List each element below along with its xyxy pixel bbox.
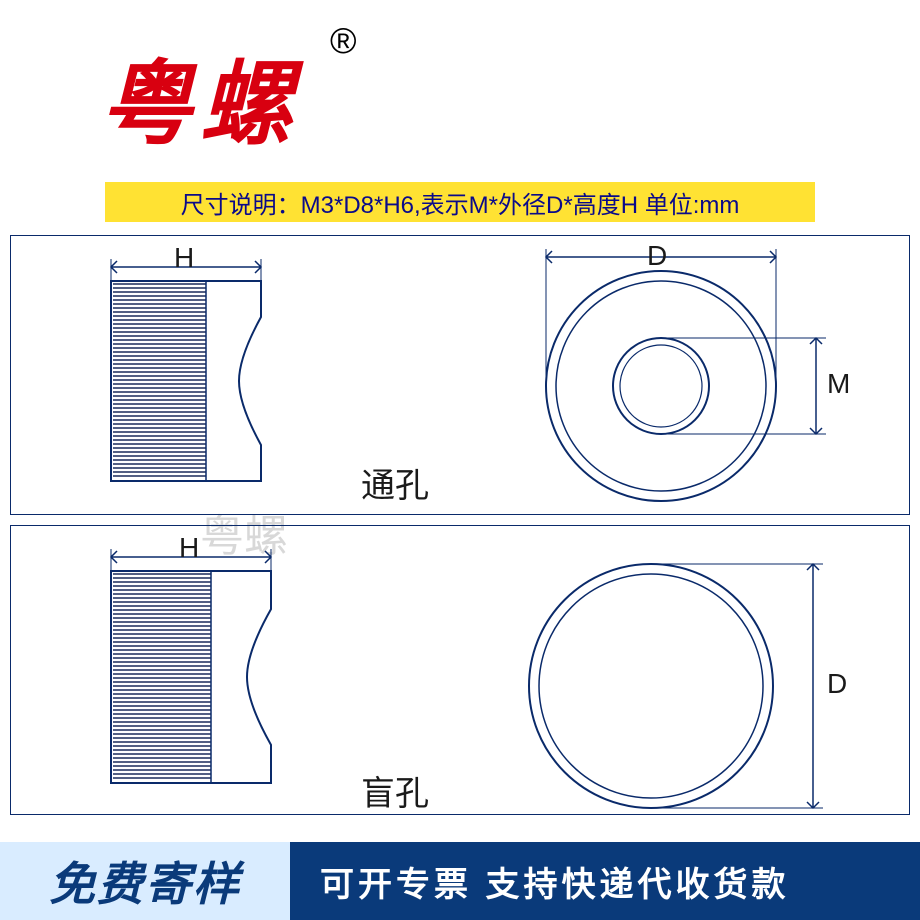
- bottom-bar: 免费寄样 可开专票 支持快递代收货款: [0, 842, 920, 920]
- registered-mark-icon: ®: [330, 20, 357, 62]
- free-sample-text: 免费寄样: [49, 848, 241, 914]
- type-label-2: 盲孔: [361, 766, 429, 815]
- brand-text: 粤螺: [100, 54, 300, 156]
- bottom-left-banner: 免费寄样: [0, 842, 290, 920]
- diagram-svg-2: [11, 526, 911, 816]
- type-label-1: 通孔: [361, 458, 429, 507]
- dim-h-2: H: [179, 532, 199, 564]
- bottom-right-banner: 可开专票 支持快递代收货款: [290, 842, 920, 920]
- dim-d-1: D: [647, 240, 667, 272]
- dim-d-2: D: [827, 668, 847, 700]
- diagram-panel-through-hole: H D M 通孔: [10, 235, 910, 515]
- diagram-svg-1: [11, 236, 911, 516]
- diagram-panel-blind-hole: H D 盲孔: [10, 525, 910, 815]
- spec-banner: 尺寸说明：M3*D8*H6,表示M*外径D*高度H 单位:mm: [105, 182, 815, 222]
- spec-text: 尺寸说明：M3*D8*H6,表示M*外径D*高度H 单位:mm: [181, 185, 740, 220]
- brand-logo: 粤螺: [100, 30, 300, 163]
- dim-m-1: M: [827, 368, 850, 400]
- invoice-cod-text: 可开专票 支持快递代收货款: [320, 857, 789, 906]
- dim-h-1: H: [174, 242, 194, 274]
